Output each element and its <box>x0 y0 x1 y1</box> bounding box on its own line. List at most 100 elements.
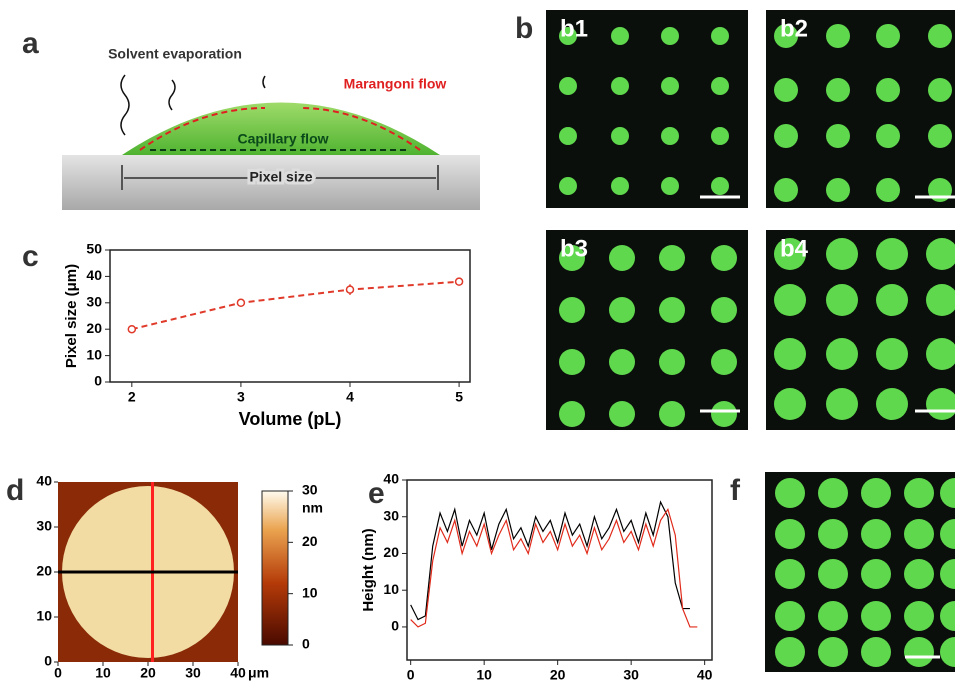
dot <box>661 177 679 195</box>
dot <box>826 124 850 148</box>
colorbar <box>262 491 288 645</box>
x-tick-label: 40 <box>697 667 713 682</box>
dot <box>559 127 577 145</box>
colorbar-tick-label: 30 <box>302 482 318 498</box>
dot <box>904 519 934 549</box>
label: Capillary flow <box>237 131 328 147</box>
dot <box>826 24 850 48</box>
dot <box>774 284 806 316</box>
y-tick-label: 20 <box>36 563 52 579</box>
dot <box>826 238 858 270</box>
dot <box>928 24 952 48</box>
y-tick-label: 20 <box>383 544 399 560</box>
dot <box>775 478 805 508</box>
dot <box>876 178 900 202</box>
dot <box>661 77 679 95</box>
y-axis-label: Height (nm) <box>360 528 377 611</box>
series-line <box>132 282 459 330</box>
dot <box>659 297 685 323</box>
dot <box>818 478 848 508</box>
vapor <box>169 80 175 110</box>
dot <box>876 388 908 420</box>
point <box>347 286 354 293</box>
dot <box>904 478 934 508</box>
dot <box>711 297 737 323</box>
dot <box>861 601 891 631</box>
y-tick-label: 30 <box>86 294 102 310</box>
x-tick-label: 2 <box>128 389 136 405</box>
dot <box>711 27 729 45</box>
panel-label: a <box>22 27 39 60</box>
y-tick-label: 0 <box>94 373 102 389</box>
y-tick-label: 10 <box>36 608 52 624</box>
point <box>237 299 244 306</box>
colorbar-tick-label: 10 <box>302 584 318 600</box>
dot <box>774 78 798 102</box>
panel-label: d <box>6 474 24 507</box>
micrograph-label: b1 <box>560 15 588 42</box>
y-tick-label: 10 <box>383 581 399 597</box>
plot-frame <box>407 480 712 660</box>
micrographs: b1 b2 b3 b4 <box>546 10 955 672</box>
dot <box>609 297 635 323</box>
dot <box>928 78 952 102</box>
dot <box>774 178 798 202</box>
micrograph-label: b2 <box>780 15 808 42</box>
dot <box>826 78 850 102</box>
dot <box>826 178 850 202</box>
y-axis-label: Pixel size (μm) <box>63 264 80 368</box>
dot <box>559 401 585 427</box>
x-tick-label: 0 <box>407 667 415 682</box>
dot <box>876 24 900 48</box>
dot <box>661 27 679 45</box>
x-tick-label: 20 <box>550 667 566 682</box>
dot <box>826 284 858 316</box>
dot <box>774 338 806 370</box>
dot <box>775 637 805 667</box>
dot <box>876 238 908 270</box>
y-tick-label: 30 <box>383 507 399 523</box>
y-tick-label: 40 <box>86 267 102 283</box>
dot <box>904 559 934 589</box>
y-tick-label: 10 <box>86 346 102 362</box>
dot <box>818 637 848 667</box>
y-tick-label: 30 <box>36 518 52 534</box>
label: Marangoni flow <box>344 76 447 92</box>
dot <box>876 338 908 370</box>
y-tick-label: 50 <box>86 241 102 257</box>
micrograph-label: b4 <box>780 235 809 262</box>
dot <box>611 77 629 95</box>
x-tick-label: 40 <box>230 665 246 681</box>
dot <box>609 349 635 375</box>
y-tick-label: 0 <box>391 618 399 634</box>
dot <box>861 559 891 589</box>
panel-label: f <box>730 474 741 507</box>
dot <box>861 478 891 508</box>
x-tick-label: 10 <box>476 667 492 682</box>
dot <box>876 78 900 102</box>
point <box>128 326 135 333</box>
figure: Solvent evaporation Marangoni flow Capil… <box>0 0 955 682</box>
panel-label: c <box>22 240 39 273</box>
series-line <box>411 509 698 627</box>
series-line <box>411 502 690 620</box>
dot <box>904 637 934 667</box>
x-unit: μm <box>248 665 269 681</box>
vapor <box>121 75 129 135</box>
dot <box>611 177 629 195</box>
dot <box>559 177 577 195</box>
dot <box>711 245 737 271</box>
dot <box>711 349 737 375</box>
micrograph-label: b3 <box>560 235 588 262</box>
dot <box>826 388 858 420</box>
panel-label: b <box>515 12 533 45</box>
dot <box>559 297 585 323</box>
dot <box>818 519 848 549</box>
x-tick-label: 20 <box>140 665 156 681</box>
dot <box>774 388 806 420</box>
x-tick-label: 30 <box>185 665 201 681</box>
x-axis-label: Volume (pL) <box>239 409 342 429</box>
dot <box>774 124 798 148</box>
x-tick-label: 3 <box>237 389 245 405</box>
dot <box>609 245 635 271</box>
